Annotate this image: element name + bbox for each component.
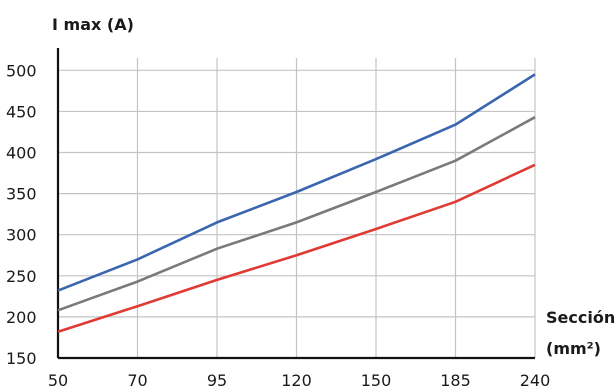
axes	[56, 48, 535, 360]
series-line-2	[57, 116, 536, 312]
y-tick-label: 150	[6, 349, 37, 368]
x-tick-label: 50	[48, 371, 68, 389]
x-tick-label: 150	[361, 371, 392, 389]
tick-labels: 150 200 250 300 350 400 450 500 50 70 95 120 150 185 2…	[6, 61, 550, 389]
y-tick-label: 200	[6, 308, 37, 327]
y-tick-label: 300	[6, 226, 37, 245]
y-tick-label: 500	[6, 61, 37, 80]
series-lines	[57, 73, 536, 333]
x-axis-title-line2: (mm²)	[546, 339, 601, 358]
y-tick-label: 400	[6, 144, 37, 163]
y-tick-label: 450	[6, 102, 37, 121]
x-axis-title-line1: Sección	[546, 308, 615, 327]
series-line-3	[57, 163, 536, 333]
x-tick-label: 185	[440, 371, 471, 389]
x-tick-label: 70	[127, 371, 147, 389]
x-tick-label: 240	[520, 371, 551, 389]
x-tick-label: 120	[281, 371, 312, 389]
y-tick-label: 350	[6, 185, 37, 204]
x-tick-label: 95	[207, 371, 227, 389]
grid	[58, 58, 536, 358]
y-axis-title: I max (A)	[52, 15, 134, 34]
y-tick-label: 250	[6, 267, 37, 286]
series-line-1	[57, 73, 536, 292]
